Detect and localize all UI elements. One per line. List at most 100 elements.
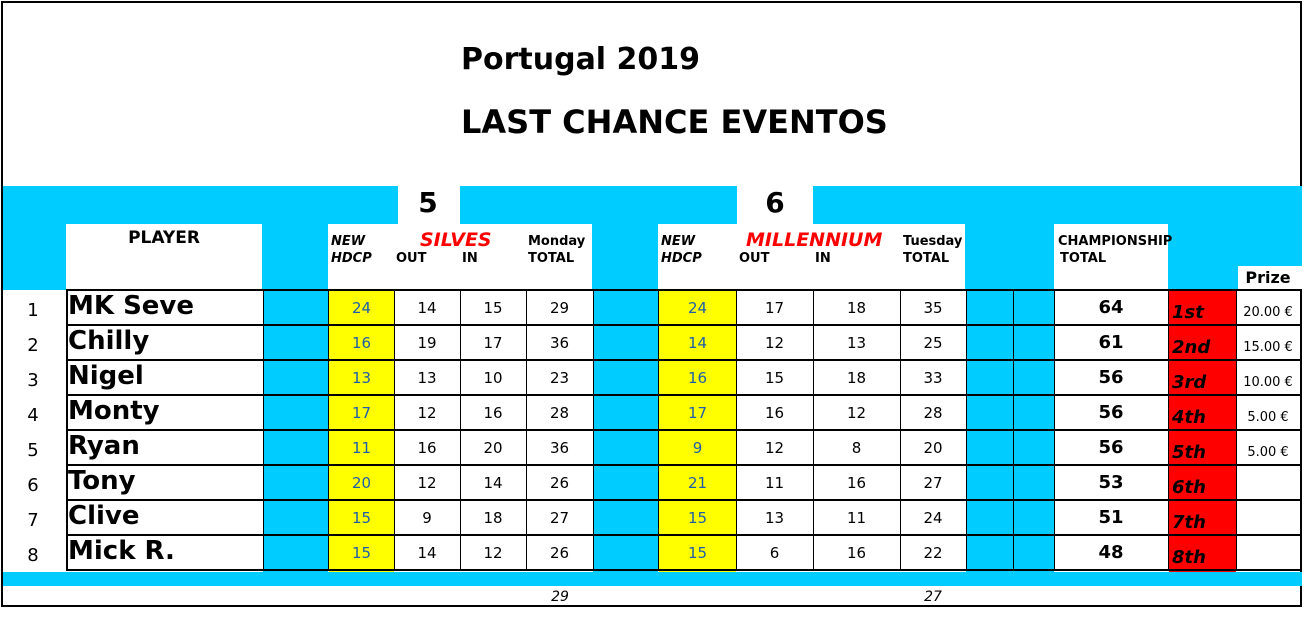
in-label-r5: IN [462, 251, 478, 266]
score-cell: 18 [846, 298, 867, 317]
score-cell: 11 [846, 508, 867, 527]
score-cell: 19 [417, 333, 437, 352]
column-divider [460, 290, 461, 570]
position-number: 5 [27, 440, 39, 461]
position-number: 3 [27, 370, 39, 391]
round5-number: 5 [418, 186, 438, 219]
championship-total-cell: 53 [1098, 472, 1124, 493]
score-cell: 35 [923, 298, 943, 317]
score-cell: 18 [846, 368, 867, 387]
score-cell: 13 [417, 368, 437, 387]
prize-header-box [1238, 266, 1302, 290]
column-divider [736, 290, 737, 570]
score-cell: 11 [764, 473, 785, 492]
handicap-cell: 15 [351, 543, 372, 562]
out-label-r5: OUT [396, 251, 427, 266]
new-label: NEW [331, 234, 366, 249]
handicap-cell: 15 [351, 508, 372, 527]
championship-total-cell: 61 [1098, 332, 1124, 353]
spacer-column [593, 290, 658, 572]
round5-header-box [328, 224, 592, 290]
footer-band [3, 572, 1302, 586]
column-divider [813, 290, 814, 570]
prize-amount: 15.00 € [1243, 340, 1293, 355]
score-cell: 16 [417, 438, 437, 457]
handicap-cell: 16 [687, 368, 708, 387]
column-divider [900, 290, 901, 570]
column-divider [66, 290, 68, 570]
new-label: NEW [661, 234, 696, 249]
event-subtitle: LAST CHANCE EVENTOS [461, 103, 888, 141]
column-divider [1236, 290, 1237, 570]
placing-column [1169, 290, 1236, 572]
position-number: 1 [27, 300, 39, 321]
score-cell: 20 [923, 438, 943, 457]
column-divider [658, 290, 659, 570]
handicap-column-round6 [659, 290, 736, 572]
tuesday-total-label: Tuesday TOTAL [903, 233, 962, 267]
new-hdcp-label-r5: NEW HDCP [331, 233, 372, 267]
score-cell: 36 [549, 333, 570, 352]
score-cell: 13 [846, 333, 867, 352]
hdcp-label: HDCP [331, 251, 372, 266]
round6-number: 6 [765, 186, 785, 219]
score-cell: 16 [846, 543, 867, 562]
score-cell: 16 [846, 473, 867, 492]
handicap-cell: 24 [687, 298, 708, 317]
day-label: Tuesday [903, 234, 963, 249]
score-cell: 26 [549, 543, 570, 562]
placing-label: 6th [1172, 477, 1206, 498]
handicap-cell: 15 [687, 508, 708, 527]
position-number: 2 [27, 335, 39, 356]
placing-label: 8th [1172, 547, 1206, 568]
handicap-cell: 15 [687, 543, 708, 562]
prize-amount: 5.00 € [1247, 410, 1289, 425]
round5-footer-value: 29 [551, 589, 569, 605]
score-cell: 12 [764, 333, 785, 352]
column-divider [1300, 290, 1301, 570]
handicap-cell: 14 [687, 333, 708, 352]
position-number: 6 [27, 475, 39, 496]
handicap-cell: 24 [351, 298, 372, 317]
score-cell: 14 [483, 473, 503, 492]
column-divider [394, 290, 395, 570]
handicap-cell: 13 [351, 368, 372, 387]
score-cell: 16 [483, 403, 503, 422]
course-name-millennium: MILLENNIUM [746, 229, 883, 251]
championship-total-cell: 56 [1098, 437, 1124, 458]
score-cell: 14 [417, 298, 437, 317]
handicap-cell: 21 [687, 473, 708, 492]
row-divider [66, 324, 1302, 326]
championship-total-label: CHAMPIONSHIP TOTAL [1058, 233, 1172, 267]
championship-total-cell: 64 [1098, 297, 1124, 318]
score-cell: 23 [549, 368, 570, 387]
score-cell: 12 [417, 403, 437, 422]
spacer-column [263, 290, 328, 572]
new-hdcp-label-r6: NEW HDCP [661, 233, 702, 267]
score-cell: 12 [417, 473, 437, 492]
row-divider [66, 429, 1302, 431]
handicap-cell: 20 [351, 473, 372, 492]
player-name: Clive [68, 501, 140, 531]
score-cell: 16 [764, 403, 785, 422]
prize-amount: 20.00 € [1243, 305, 1293, 320]
score-cell: 10 [483, 368, 503, 387]
championship-total-cell: 48 [1098, 542, 1124, 563]
score-cell: 6 [769, 543, 780, 562]
prize-amount: 5.00 € [1247, 445, 1289, 460]
championship-total-cell: 56 [1098, 367, 1124, 388]
score-cell: 27 [549, 508, 570, 527]
player-header-box [66, 224, 262, 290]
score-cell: 25 [923, 333, 943, 352]
score-cell: 18 [483, 508, 503, 527]
handicap-cell: 16 [351, 333, 372, 352]
total-label: TOTAL [1060, 251, 1107, 266]
column-divider [1054, 290, 1055, 570]
player-name: Ryan [68, 431, 140, 461]
round6-footer-value: 27 [924, 589, 942, 605]
handicap-cell: 17 [351, 403, 372, 422]
score-cell: 36 [549, 438, 570, 457]
row-divider [66, 534, 1302, 536]
round6-header-box [658, 224, 965, 290]
round5-number-box [398, 186, 460, 224]
